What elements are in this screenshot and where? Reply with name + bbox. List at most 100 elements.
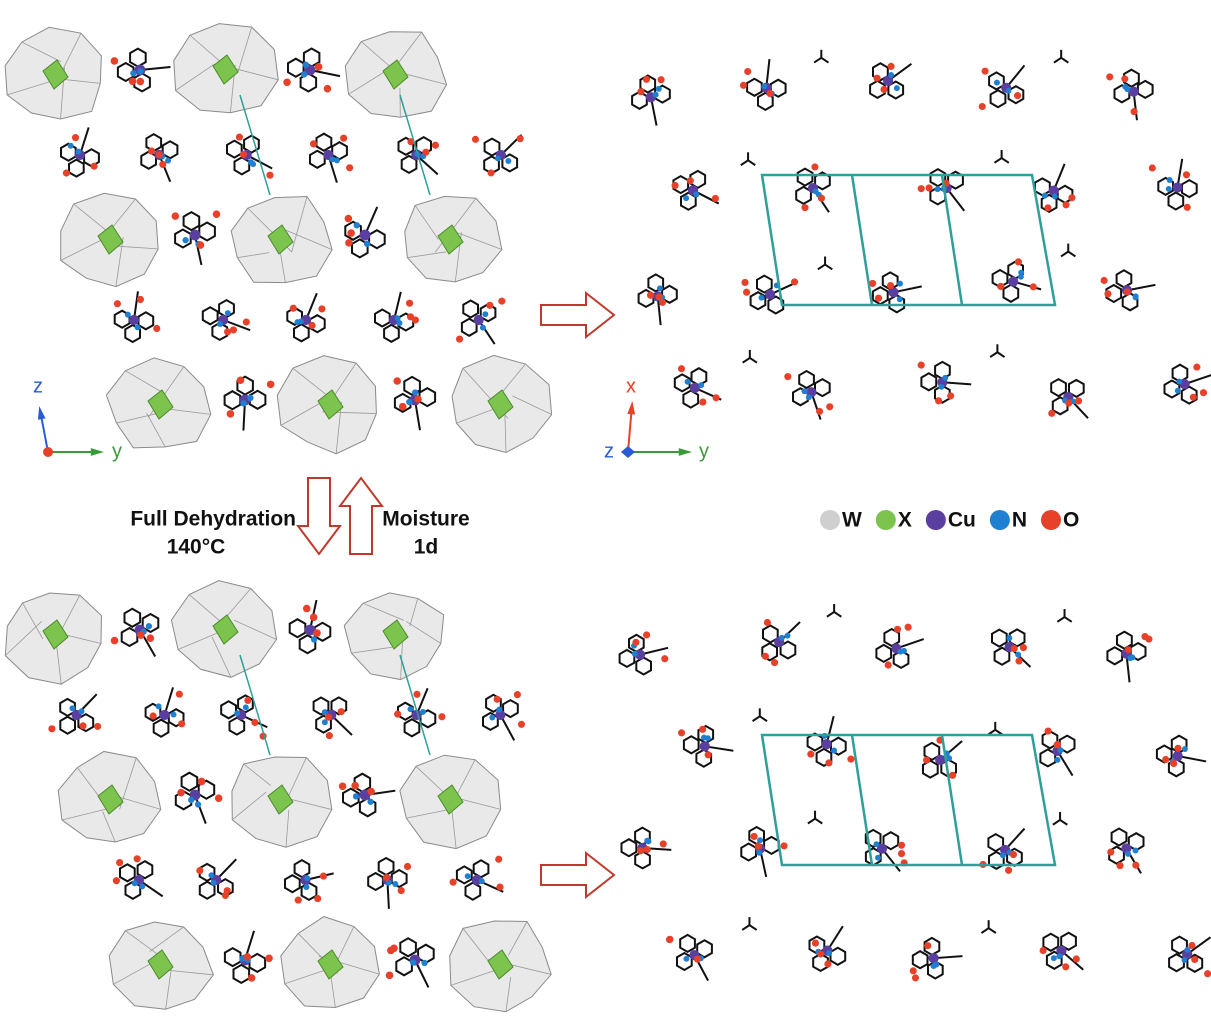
molecule (290, 600, 331, 653)
ring (285, 875, 300, 892)
atom (874, 841, 880, 847)
molecule (762, 619, 800, 666)
atom (1145, 636, 1152, 643)
atom (1204, 970, 1211, 977)
atom (1006, 635, 1012, 641)
atom (646, 838, 652, 844)
atom (743, 289, 750, 296)
atom (755, 843, 762, 850)
atom (885, 661, 892, 668)
atom (146, 623, 152, 629)
atom (156, 703, 162, 709)
atom (135, 324, 141, 330)
atom (905, 624, 912, 631)
bond (821, 58, 828, 63)
atom (311, 636, 317, 642)
legend-label: O (1063, 509, 1079, 532)
polyhedron (5, 27, 101, 119)
atom (412, 389, 418, 395)
atom (897, 296, 903, 302)
bond (750, 358, 757, 363)
bond (753, 716, 760, 721)
bond (1065, 617, 1072, 622)
atom (897, 281, 903, 287)
atom (304, 875, 310, 881)
atom (1184, 204, 1191, 211)
molecule (48, 694, 101, 734)
solvent (818, 257, 832, 270)
atom (1167, 177, 1173, 183)
bond (1061, 58, 1068, 63)
atom (410, 959, 416, 965)
ring (130, 49, 146, 67)
atom (949, 772, 956, 779)
atom (700, 741, 710, 751)
atom (643, 631, 650, 638)
atom (1176, 379, 1182, 385)
bond (994, 158, 1001, 163)
solvent (988, 722, 1002, 735)
atom (489, 715, 495, 721)
ring (139, 312, 154, 329)
molecule (225, 376, 275, 430)
atom (666, 936, 673, 943)
ring (225, 948, 241, 966)
solvent (981, 920, 995, 933)
atom (1125, 646, 1132, 653)
atom (1162, 756, 1169, 763)
atom (195, 801, 201, 807)
atom (172, 212, 180, 220)
polyhedron (109, 922, 213, 1009)
atom (325, 714, 332, 721)
ring (622, 839, 637, 856)
atom (744, 68, 751, 75)
right-arrow (541, 293, 614, 337)
ring (199, 223, 215, 241)
atom (1052, 193, 1058, 199)
atom (1068, 194, 1075, 201)
atom (438, 713, 445, 720)
ring (1117, 632, 1132, 649)
ring (991, 90, 1006, 107)
atom (318, 305, 325, 312)
atom (295, 897, 302, 904)
solvent (1054, 50, 1068, 63)
atom (812, 940, 819, 947)
atom (482, 311, 488, 317)
atom (177, 789, 185, 797)
ring (831, 948, 846, 965)
polyhedron (106, 358, 210, 448)
bond (814, 58, 821, 63)
atom (265, 955, 273, 963)
atom (761, 83, 767, 89)
atom (875, 855, 881, 861)
atom (310, 140, 317, 147)
atom (266, 172, 273, 179)
ring (815, 379, 830, 396)
atom (338, 708, 345, 715)
atom (653, 92, 659, 98)
ring (1112, 829, 1127, 846)
atom (505, 158, 511, 164)
ring (474, 860, 489, 877)
atom (1170, 760, 1177, 767)
atom (825, 759, 832, 766)
atom (479, 878, 485, 884)
atom (1073, 955, 1080, 962)
molecule (1035, 164, 1075, 212)
atom (240, 400, 246, 406)
atom (514, 691, 521, 698)
molecule (810, 926, 846, 971)
atom (283, 78, 291, 86)
molecule (393, 377, 435, 430)
atom (924, 942, 931, 949)
molecule (1101, 270, 1156, 310)
unit-cell (762, 735, 1055, 865)
page: Full Dehydration 140°C Moisture 1d WXCuN… (0, 0, 1211, 1028)
bond (815, 819, 822, 824)
molecule (394, 688, 445, 736)
atom (79, 722, 86, 729)
atom (947, 392, 954, 399)
atom (935, 186, 941, 192)
atom (1005, 88, 1011, 94)
